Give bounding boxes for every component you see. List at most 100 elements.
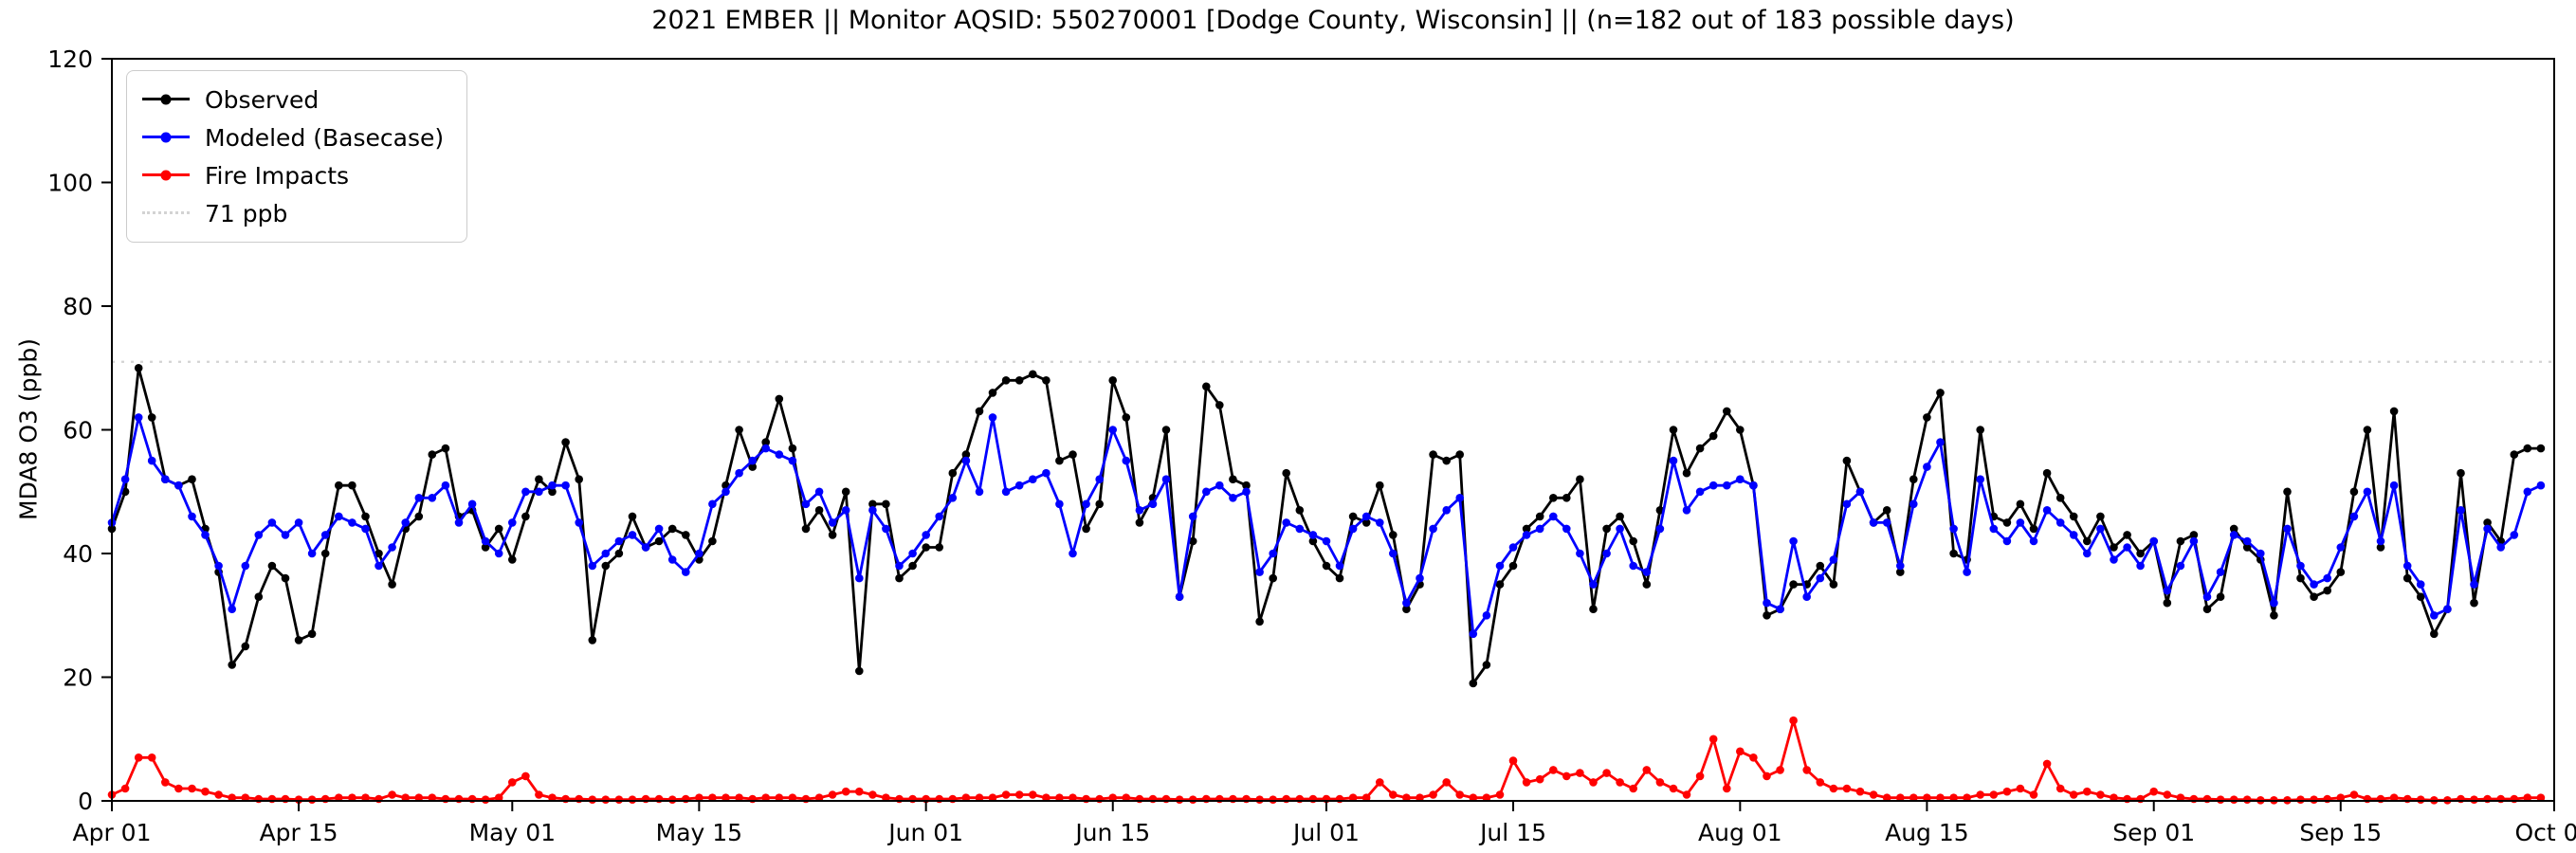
legend-item-observed: Observed (142, 81, 444, 118)
data-point-fire-impacts (682, 794, 690, 804)
data-point-observed (895, 573, 904, 583)
data-point-modeled-basecase (1763, 598, 1771, 608)
data-point-fire-impacts (2136, 794, 2145, 804)
data-point-fire-impacts (1335, 794, 1344, 804)
series-line-modeled-basecase (110, 415, 2543, 636)
data-point-fire-impacts (361, 793, 370, 802)
data-point-modeled-basecase (1014, 481, 1024, 490)
data-point-modeled-basecase (695, 549, 703, 558)
data-point-observed (1936, 389, 1945, 397)
data-point-modeled-basecase (2029, 536, 2038, 546)
data-point-observed (1202, 382, 1211, 391)
data-point-fire-impacts (1642, 766, 1652, 774)
data-point-modeled-basecase (1936, 438, 1945, 446)
data-point-modeled-basecase (2430, 611, 2439, 620)
data-point-observed (1522, 524, 1531, 534)
data-point-fire-impacts (1429, 790, 1437, 799)
data-point-fire-impacts (588, 795, 597, 804)
data-point-fire-impacts (320, 794, 330, 804)
data-point-fire-impacts (428, 793, 437, 802)
data-point-modeled-basecase (428, 494, 437, 502)
data-point-modeled-basecase (1469, 629, 1478, 639)
data-point-fire-impacts (708, 793, 717, 802)
data-point-observed (1295, 506, 1305, 515)
data-point-modeled-basecase (2283, 524, 2292, 534)
data-point-fire-impacts (1736, 747, 1745, 756)
data-point-observed (2123, 531, 2131, 539)
data-point-fire-impacts (1749, 753, 1758, 762)
data-point-modeled-basecase (895, 561, 904, 571)
data-point-fire-impacts (855, 787, 864, 796)
legend-marker-dot (160, 132, 172, 143)
data-point-fire-impacts (2176, 793, 2185, 802)
x-tick-label: Sep 01 (2112, 819, 2195, 846)
data-point-observed (548, 487, 557, 497)
data-point-observed (2510, 450, 2519, 459)
data-point-fire-impacts (1963, 793, 1971, 802)
data-point-fire-impacts (695, 793, 703, 802)
data-point-observed (814, 506, 824, 515)
data-point-observed (2470, 598, 2478, 608)
legend-line-sample (142, 169, 190, 182)
data-point-modeled-basecase (2523, 487, 2532, 497)
data-point-modeled-basecase (281, 531, 290, 539)
data-point-modeled-basecase (1361, 512, 1371, 521)
data-point-modeled-basecase (2149, 536, 2158, 546)
data-point-modeled-basecase (2163, 586, 2172, 595)
data-point-fire-impacts (2457, 794, 2465, 804)
data-point-modeled-basecase (1108, 426, 1117, 434)
legend-item-modeled-basecase: Modeled (Basecase) (142, 118, 444, 156)
x-tick-label: Aug 01 (1698, 819, 1782, 846)
data-point-fire-impacts (948, 794, 958, 804)
data-point-modeled-basecase (1442, 506, 1451, 515)
data-point-modeled-basecase (1616, 524, 1624, 534)
data-point-observed (1736, 426, 1745, 434)
data-point-fire-impacts (2336, 793, 2346, 802)
data-point-fire-impacts (1029, 790, 1037, 799)
data-point-fire-impacts (935, 794, 943, 804)
data-point-modeled-basecase (1482, 611, 1491, 620)
data-point-observed (1229, 475, 1237, 484)
data-point-observed (1708, 431, 1718, 441)
data-point-modeled-basecase (1269, 549, 1277, 558)
data-point-modeled-basecase (975, 487, 984, 497)
data-point-fire-impacts (1789, 716, 1798, 725)
x-tick-label: Apr 01 (72, 819, 151, 846)
data-point-fire-impacts (1282, 794, 1290, 804)
data-point-modeled-basecase (1842, 499, 1852, 509)
data-point-fire-impacts (1469, 793, 1478, 802)
data-point-modeled-basecase (961, 456, 971, 465)
data-point-observed (1282, 468, 1290, 478)
data-point-observed (1923, 413, 1931, 422)
data-point-modeled-basecase (1229, 494, 1237, 502)
data-point-observed (388, 580, 396, 589)
data-point-modeled-basecase (1416, 573, 1424, 583)
data-point-modeled-basecase (1682, 506, 1691, 515)
data-point-observed (1723, 407, 1731, 416)
data-point-fire-impacts (1361, 793, 1371, 802)
data-point-observed (2536, 444, 2546, 453)
data-point-modeled-basecase (2349, 512, 2359, 521)
data-point-observed (1429, 450, 1437, 459)
data-point-observed (1882, 506, 1891, 515)
data-point-observed (748, 463, 757, 471)
data-point-observed (2523, 444, 2532, 453)
data-point-modeled-basecase (1069, 549, 1077, 558)
data-point-modeled-basecase (1776, 605, 1784, 613)
data-point-fire-impacts (1989, 790, 1999, 799)
data-point-observed (2016, 499, 2025, 509)
data-point-fire-impacts (1562, 771, 1571, 781)
data-point-modeled-basecase (335, 512, 343, 521)
data-point-observed (1161, 426, 1171, 434)
data-point-modeled-basecase (828, 518, 837, 527)
data-point-observed (1215, 401, 1224, 409)
data-point-observed (2349, 487, 2359, 497)
data-point-fire-impacts (1242, 794, 1251, 804)
data-point-fire-impacts (1776, 766, 1784, 774)
data-point-observed (1602, 524, 1611, 534)
data-point-fire-impacts (401, 793, 411, 802)
data-point-fire-impacts (2110, 793, 2118, 802)
data-point-modeled-basecase (361, 524, 370, 534)
data-point-modeled-basecase (2310, 580, 2318, 589)
data-point-fire-impacts (375, 794, 383, 804)
